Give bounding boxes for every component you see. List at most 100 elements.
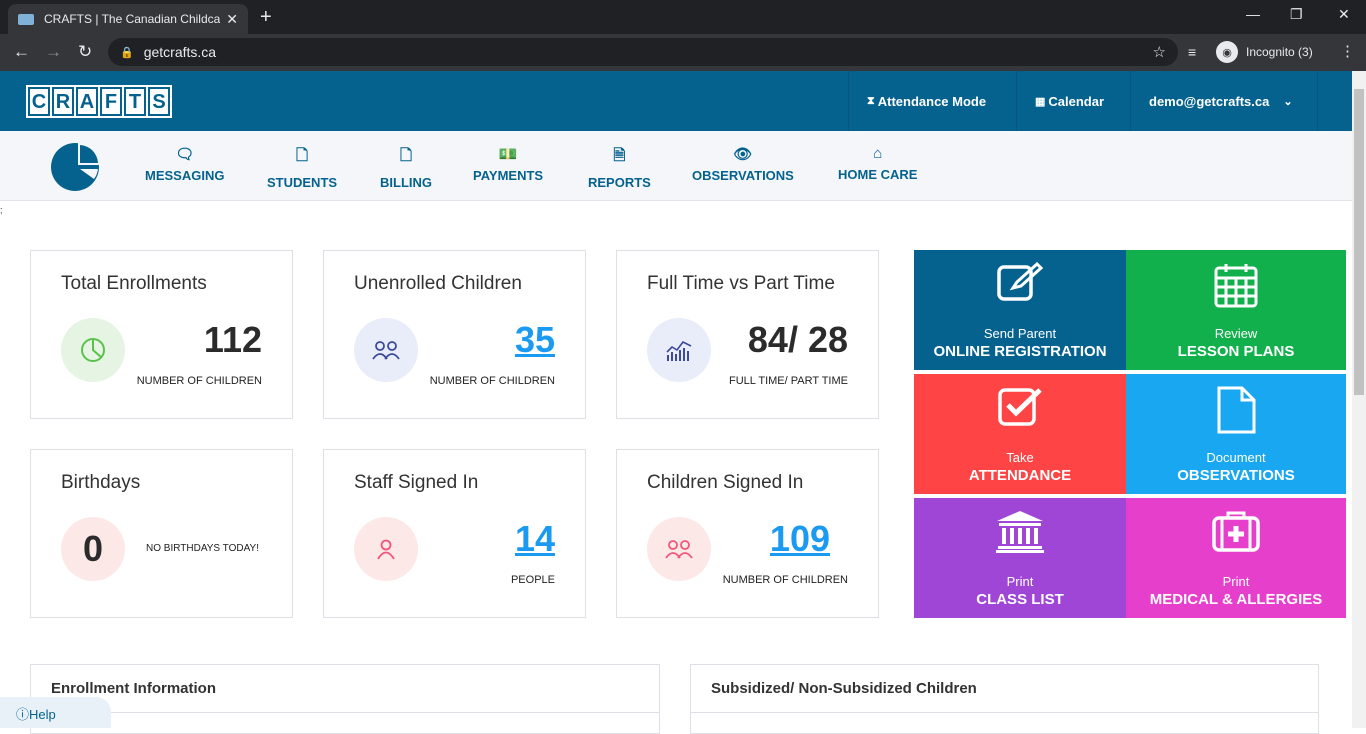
nav-item-label: PAYMENTS [473,168,544,183]
birthdays-card: Birthdays 0 NO BIRTHDAYS TODAY! [30,449,293,618]
back-icon[interactable]: ← [13,42,30,61]
document-icon: 🗋 [399,147,413,164]
help-button[interactable]: ⓘHelp [0,697,111,728]
user-icon [354,517,418,581]
attendance-mode-link[interactable]: ⧗ Attendance Mode [848,71,1016,131]
nav-item-reports[interactable]: 🗎 REPORTS [588,145,651,190]
unenrolled-count-link[interactable]: 35 [514,319,555,360]
online-registration-tile[interactable]: Send Parent ONLINE REGISTRATION [914,250,1126,370]
media-icon[interactable]: ≡ [1188,44,1197,60]
bookmark-star-icon[interactable]: ☆ [1152,44,1166,61]
logo-letter: C [28,87,50,116]
card-title: Staff Signed In [354,472,479,493]
url-field[interactable]: 🔒 getcrafts.ca ☆ [108,38,1178,66]
medical-kit-icon [1126,510,1346,556]
chevron-down-icon: ⌄ [1283,95,1293,108]
logo-letter: F [100,87,122,116]
home-icon: ⌂ [873,145,883,162]
menu-kebab-icon[interactable]: ⋮ [1340,43,1355,60]
staff-count-link[interactable]: 14 [514,518,555,559]
tile-line1: Document [1206,450,1266,465]
card-subtitle: FULL TIME/ PART TIME [729,375,848,387]
class-list-tile[interactable]: Print CLASS LIST [914,498,1126,618]
lesson-plans-tile[interactable]: Review LESSON PLANS [1126,250,1346,370]
birthday-count-circle: 0 [61,517,125,581]
reload-icon[interactable]: ↻ [78,42,93,61]
users-icon [647,517,711,581]
card-subtitle: NO BIRTHDAYS TODAY! [146,543,259,554]
tile-line1: Send Parent [983,326,1057,341]
nav-item-label: OBSERVATIONS [692,168,794,183]
nav-item-observations[interactable]: 👁 OBSERVATIONS [692,145,794,183]
hourglass-icon: ⧗ [867,94,875,107]
forward-icon[interactable]: → [45,42,62,61]
tile-line2: ONLINE REGISTRATION [933,343,1107,360]
incognito-label: Incognito (3) [1246,45,1313,59]
restore-icon[interactable]: ❐ [1290,6,1303,22]
nav-item-home-care[interactable]: ⌂ HOME CARE [838,145,917,182]
money-icon: 💵 [498,146,518,163]
nav-item-payments[interactable]: 💵 PAYMENTS [473,145,543,183]
card-subtitle: PEOPLE [510,574,555,586]
tile-line1: Print [1006,574,1034,589]
help-icon: ⓘ [16,707,30,722]
nav-item-label: BILLING [380,175,432,190]
close-window-icon[interactable]: ✕ [1338,6,1350,22]
logo-letter: R [52,87,74,116]
minimize-icon[interactable]: — [1246,6,1260,22]
nav-item-label: REPORTS [588,175,651,190]
medical-allergies-tile[interactable]: Print MEDICAL & ALLERGIES [1126,498,1346,618]
logo-letter: A [76,87,98,116]
favicon-icon [18,13,34,25]
staff-signed-in-card: Staff Signed In 14 PEOPLE [323,449,586,618]
tile-line2: MEDICAL & ALLERGIES [1149,591,1323,608]
calendar-link[interactable]: ▦ Calendar [1016,71,1130,131]
browser-tab-bar: CRAFTS | The Canadian Childcare ✕ + — ❐ … [0,0,1366,34]
new-tab-icon[interactable]: + [260,6,272,28]
fulltime-parttime-card: Full Time vs Part Time 84/ 28 FULL TIME/… [616,250,879,419]
browser-tab[interactable]: CRAFTS | The Canadian Childcare ✕ [8,4,248,34]
incognito-badge[interactable]: ◉ Incognito (3) [1216,39,1313,65]
tab-title: CRAFTS | The Canadian Childcare [44,12,221,26]
edit-icon [914,262,1126,308]
page-scrollbar[interactable] [1352,71,1366,728]
dashboard-pie-icon[interactable] [50,141,102,191]
tile-line2: LESSON PLANS [1177,343,1295,360]
card-value: 112 [203,319,262,360]
user-menu[interactable]: demo@getcrafts.ca ⌄ [1130,71,1318,131]
scrollbar-thumb[interactable] [1354,89,1364,395]
eye-icon: 👁 [733,146,753,163]
calendar-label: Calendar [1048,93,1105,109]
observations-tile[interactable]: Document OBSERVATIONS [1126,374,1346,494]
stray-character: ; [0,205,3,215]
close-tab-icon[interactable]: ✕ [226,10,238,27]
card-title: Children Signed In [647,472,804,493]
card-title: Birthdays [61,472,141,493]
total-enrollments-card: Total Enrollments 112 NUMBER OF CHILDREN [30,250,293,419]
nav-item-students[interactable]: 🗋 STUDENTS [267,145,337,190]
card-subtitle: NUMBER OF CHILDREN [136,375,262,387]
card-value: 0 [82,528,104,569]
panel-title: Subsidized/ Non-Subsidized Children [691,665,1318,713]
tile-line2: CLASS LIST [976,591,1064,608]
tile-line2: ATTENDANCE [968,467,1072,484]
nav-item-billing[interactable]: 🗋 BILLING [380,145,432,190]
children-count-link[interactable]: 109 [769,518,830,559]
nav-item-messaging[interactable]: 🗨 MESSAGING [145,145,224,183]
unenrolled-children-card: Unenrolled Children 35 NUMBER OF CHILDRE… [323,250,586,419]
nav-item-label: STUDENTS [267,175,338,190]
address-bar: ← → ↻ 🔒 getcrafts.ca ☆ ≡ ◉ Incognito (3)… [0,34,1366,71]
subsidized-panel: Subsidized/ Non-Subsidized Children [690,664,1319,734]
document-icon: 🗋 [296,147,309,164]
card-title: Full Time vs Part Time [647,273,835,294]
report-icon: 🗎 [613,147,626,164]
user-email: demo@getcrafts.ca [1149,93,1270,109]
document-icon [1126,386,1346,434]
card-subtitle: NUMBER OF CHILDREN [722,574,848,586]
attendance-tile[interactable]: Take ATTENDANCE [914,374,1126,494]
panel-title: Enrollment Information [31,665,659,713]
checkbox-icon [914,386,1126,432]
pie-chart-icon [61,318,125,382]
